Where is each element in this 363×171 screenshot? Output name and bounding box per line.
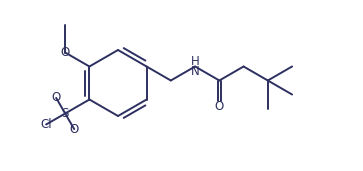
Text: N: N xyxy=(191,65,199,78)
Text: O: O xyxy=(61,46,70,59)
Text: O: O xyxy=(52,91,61,104)
Text: O: O xyxy=(70,123,79,136)
Text: H: H xyxy=(191,55,199,68)
Text: Cl: Cl xyxy=(40,118,52,131)
Text: S: S xyxy=(61,107,69,120)
Text: O: O xyxy=(215,100,224,113)
